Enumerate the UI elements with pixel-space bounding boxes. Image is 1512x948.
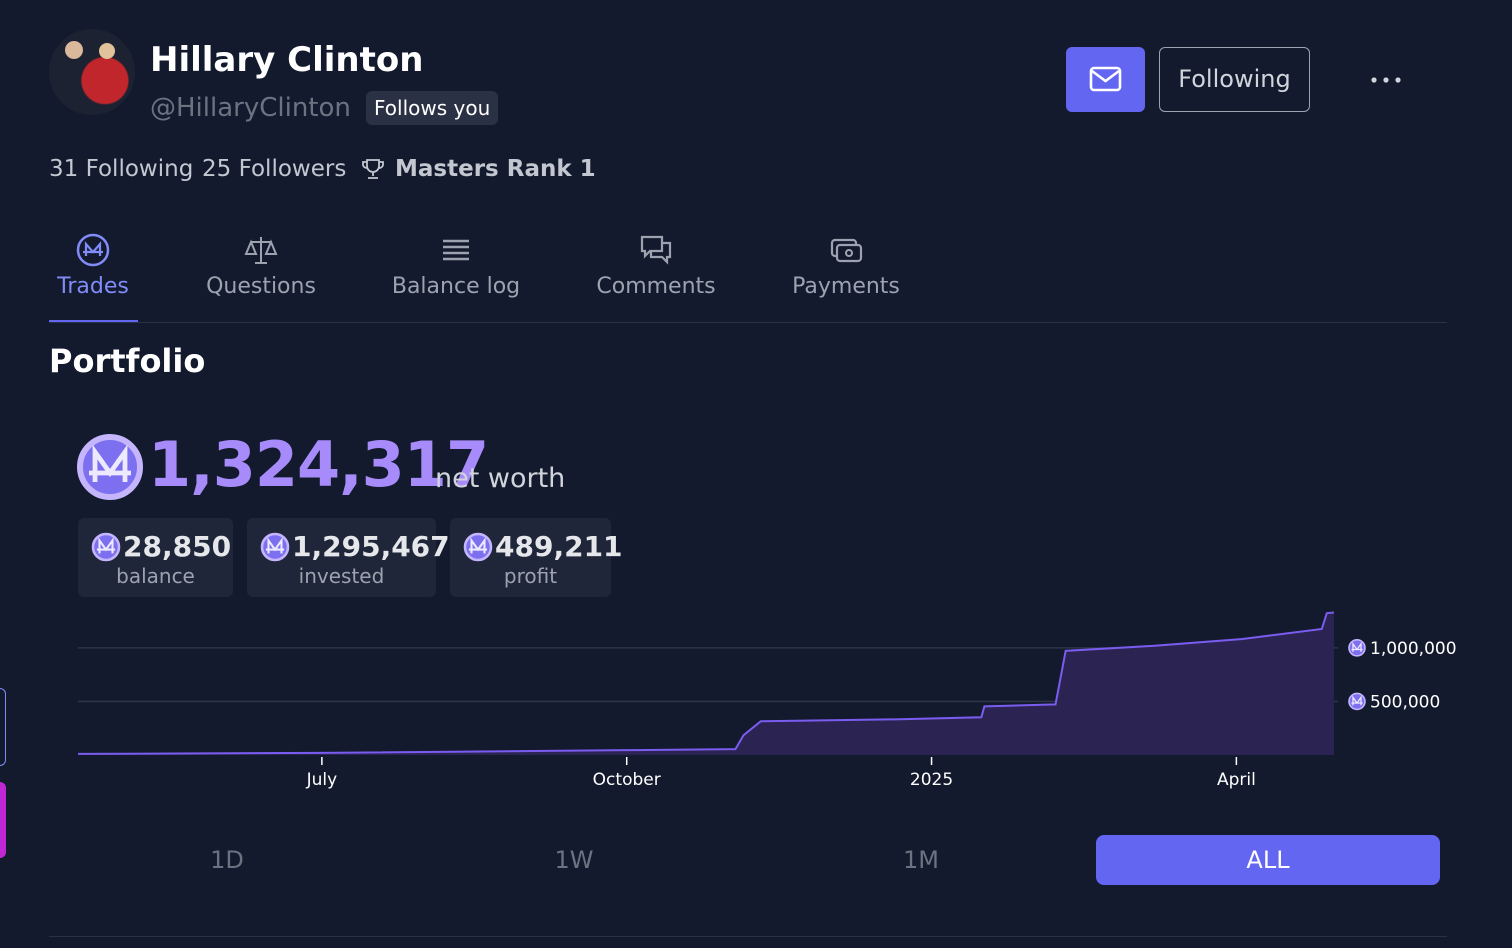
profile-handle: @HillaryClinton — [150, 93, 351, 123]
tab-label: Balance log — [391, 274, 521, 299]
tab-label: Comments — [596, 274, 716, 299]
stat-label: invested — [298, 564, 385, 588]
side-edge — [0, 782, 6, 858]
y-tick-label: 500,000 — [1370, 692, 1440, 712]
tab-label: Payments — [792, 274, 900, 299]
area-line — [77, 611, 1335, 755]
stat-value: 489,211 — [495, 530, 623, 563]
tab-label: Trades — [57, 274, 129, 299]
x-tick-label: October — [593, 770, 661, 790]
avatar-figure — [99, 43, 115, 59]
tab[interactable]: Trades — [48, 232, 138, 299]
following-count[interactable]: 31 Following — [49, 156, 194, 182]
tab[interactable]: Questions — [191, 232, 331, 299]
stat-value: 28,850 — [123, 530, 232, 563]
time-range-button[interactable]: ALL — [1096, 835, 1440, 885]
profile-name: Hillary Clinton — [150, 40, 424, 80]
follows-badge: Follows you — [366, 91, 499, 125]
net-worth-label: net worth — [435, 463, 566, 494]
bottom-divider — [49, 936, 1447, 937]
mana-icon — [91, 532, 121, 562]
mana-icon — [1348, 692, 1366, 711]
mana-icon — [76, 433, 144, 501]
tab-label: Questions — [206, 274, 316, 299]
avatar-figure — [65, 41, 83, 59]
portfolio-chart: 500,000 1,000,000 July October 2025 April — [77, 611, 1457, 790]
area-fill — [78, 612, 1334, 755]
tab-icon — [830, 238, 863, 263]
tab[interactable]: Balance log — [381, 232, 531, 299]
message-button[interactable] — [1066, 47, 1145, 112]
tab-icon — [640, 235, 672, 265]
following-button[interactable]: Following — [1159, 47, 1310, 112]
stat-box: 489,211 profit — [450, 518, 623, 597]
rank[interactable]: Masters Rank 1 — [395, 156, 596, 182]
trophy-icon — [362, 159, 384, 179]
mana-icon — [260, 532, 290, 562]
stat-box: 1,295,467 invested — [247, 518, 450, 597]
y-tick-label: 1,000,000 — [1370, 639, 1457, 659]
more-button[interactable] — [1364, 66, 1408, 94]
followers-count[interactable]: 25 Followers — [202, 156, 347, 182]
tab[interactable]: Comments — [581, 232, 731, 299]
avatar[interactable] — [49, 29, 135, 115]
stat-box: 28,850 balance — [78, 518, 233, 597]
tab-icon — [443, 239, 469, 261]
mana-icon — [1348, 639, 1366, 657]
tab-indicator — [49, 320, 138, 323]
mana-icon — [463, 532, 493, 562]
tab-icon — [76, 233, 110, 267]
stat-label: profit — [503, 564, 558, 588]
time-range-button[interactable]: 1M — [903, 846, 939, 874]
time-range-button[interactable]: 1W — [554, 846, 594, 874]
x-tick-label: April — [1217, 770, 1256, 790]
time-range-button[interactable]: 1D — [210, 846, 244, 874]
mail-icon — [1089, 66, 1122, 92]
x-tick-label: 2025 — [910, 770, 953, 790]
stat-label: balance — [116, 564, 195, 588]
tab[interactable]: Payments — [776, 232, 916, 299]
stat-value: 1,295,467 — [292, 530, 450, 563]
x-tick-label: July — [306, 770, 338, 790]
tab-icon — [244, 237, 278, 264]
net-worth: 1,324,317 — [148, 428, 489, 501]
portfolio-heading: Portfolio — [49, 342, 206, 380]
tab-divider — [49, 322, 1447, 323]
more-icon — [1371, 77, 1401, 83]
